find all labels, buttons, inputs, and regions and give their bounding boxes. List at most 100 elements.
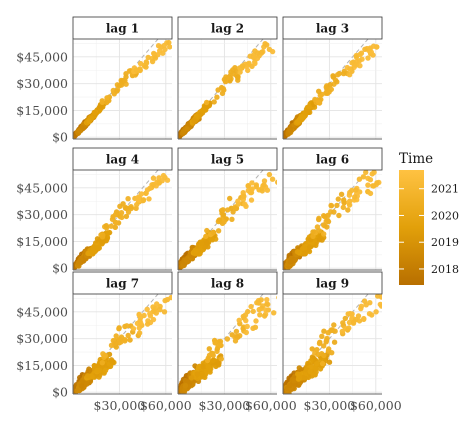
facet-panel: lag 2 [176, 17, 277, 140]
data-point [113, 212, 118, 217]
data-point [245, 324, 250, 329]
data-point [240, 63, 245, 68]
y-tick-label: $45,000 [16, 180, 68, 195]
data-point [215, 87, 220, 92]
data-point [103, 353, 108, 358]
data-point [228, 69, 233, 74]
data-point [352, 194, 357, 199]
facet-label: lag 2 [211, 22, 244, 36]
data-point [256, 300, 261, 305]
data-point [342, 200, 347, 205]
data-point [358, 306, 363, 311]
data-point [246, 61, 251, 66]
data-point [357, 177, 362, 182]
data-point [203, 234, 208, 239]
data-point [362, 47, 367, 52]
data-point [325, 218, 330, 223]
x-tick-label: $60,000 [245, 398, 297, 413]
data-point [229, 217, 234, 222]
data-point [348, 311, 353, 316]
data-point [225, 207, 230, 212]
data-point [336, 213, 341, 218]
data-point [257, 307, 262, 312]
data-point [207, 369, 212, 374]
data-point [127, 337, 132, 342]
data-point [122, 338, 127, 343]
x-axis-labels: $30,000$60,000 $30,000$60,000 $30,000$60,0… [94, 398, 402, 413]
data-point [336, 196, 341, 201]
data-point [275, 180, 280, 185]
data-point [117, 325, 122, 330]
data-point [141, 197, 146, 202]
data-point [145, 187, 150, 192]
data-point [233, 338, 238, 343]
legend-title: Time [399, 151, 433, 167]
data-point [136, 194, 141, 199]
facet-label: lag 6 [316, 153, 349, 167]
y-tick-label: $15,000 [16, 103, 68, 118]
data-point [183, 383, 188, 388]
data-point [255, 56, 260, 61]
data-point [327, 360, 332, 365]
data-point [165, 297, 170, 302]
data-point [207, 346, 212, 351]
data-point [200, 241, 205, 246]
data-point [103, 368, 108, 373]
data-point [308, 358, 313, 363]
data-point [90, 374, 95, 379]
data-point [306, 104, 311, 109]
data-point [131, 326, 136, 331]
data-point [347, 193, 352, 198]
data-point [370, 171, 375, 176]
data-point [193, 248, 198, 253]
data-point [320, 361, 325, 366]
data-point [117, 204, 122, 209]
data-point [295, 119, 300, 124]
x-tick-label: $30,000 [199, 398, 251, 413]
data-point [162, 43, 167, 48]
data-point [252, 48, 257, 53]
data-point [329, 203, 334, 208]
data-point [184, 126, 189, 131]
data-point [237, 69, 242, 74]
legend-label: 2021 [431, 183, 459, 196]
data-point [89, 249, 94, 254]
data-point [204, 240, 209, 245]
data-point [87, 119, 92, 124]
data-point [324, 339, 329, 344]
data-point [237, 318, 242, 323]
data-point [124, 214, 129, 219]
data-point [100, 360, 105, 365]
facet-panel: lag 7 [71, 272, 174, 395]
data-point [221, 86, 226, 91]
data-point [156, 43, 161, 48]
data-point [334, 203, 339, 208]
data-point [332, 340, 337, 345]
data-point [324, 85, 329, 90]
data-point [145, 321, 150, 326]
data-point [225, 336, 230, 341]
data-point [156, 180, 161, 185]
data-point [212, 99, 217, 104]
data-point [379, 303, 384, 308]
data-point [216, 228, 221, 233]
data-point [319, 334, 324, 339]
data-point [166, 40, 171, 45]
legend-colorbar [399, 170, 424, 285]
data-point [104, 223, 109, 228]
data-point [369, 312, 374, 317]
data-point [74, 388, 79, 393]
data-point [347, 66, 352, 71]
data-point [138, 320, 143, 325]
data-point [250, 326, 255, 331]
data-point [189, 375, 194, 380]
data-point [218, 343, 223, 348]
legend-label: 2019 [431, 236, 459, 249]
data-point [270, 177, 275, 182]
data-point [325, 213, 330, 218]
data-point [137, 313, 142, 318]
data-point [259, 50, 264, 55]
x-tick-label: $60,000 [350, 398, 402, 413]
data-point [205, 364, 210, 369]
data-point [374, 44, 379, 49]
